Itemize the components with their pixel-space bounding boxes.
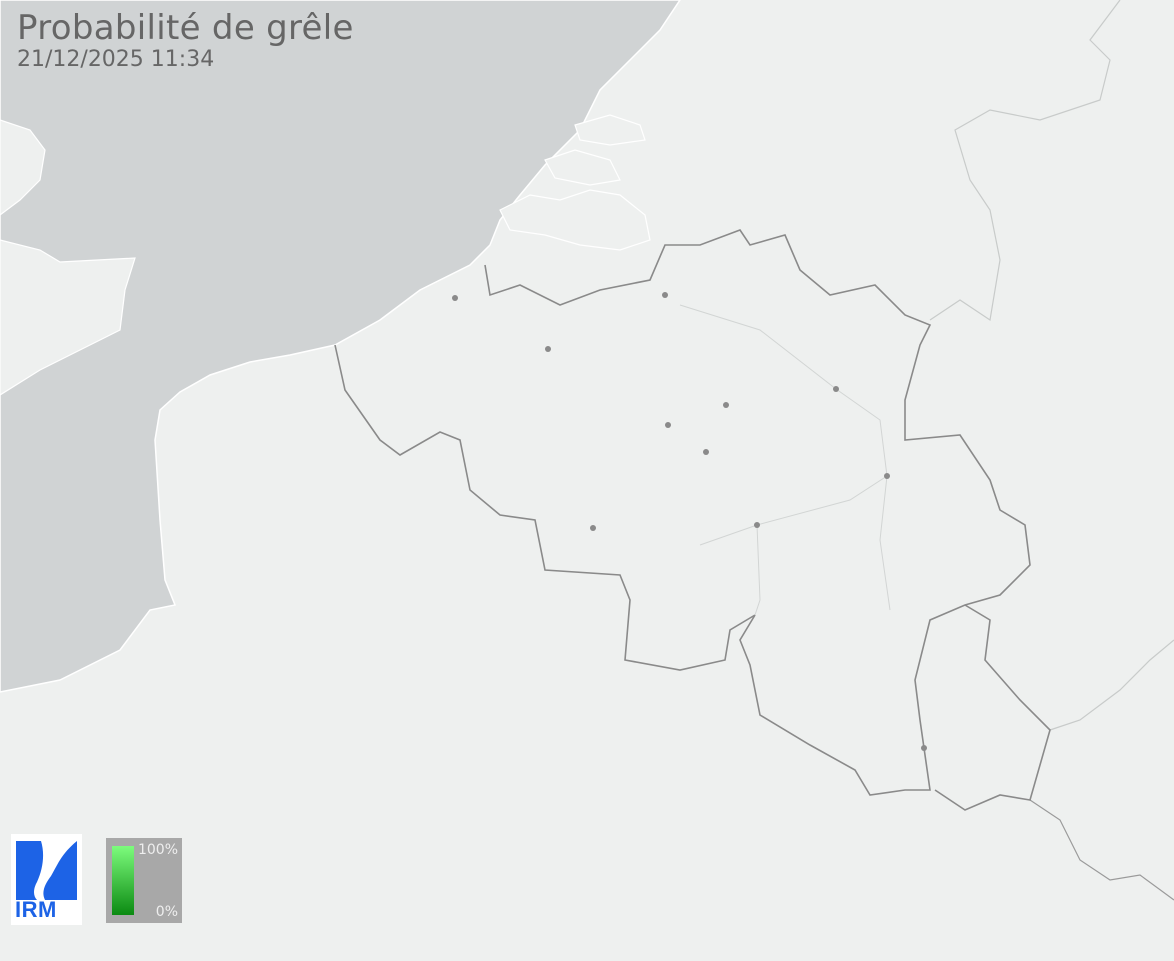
germany-lux-border	[1049, 639, 1174, 731]
irm-logo-text: IRM	[15, 897, 57, 922]
city-marker	[723, 402, 729, 408]
city-marker	[545, 346, 551, 352]
city-markers	[452, 292, 927, 751]
city-marker	[662, 292, 668, 298]
uk-land	[0, 239, 136, 396]
city-marker	[665, 422, 671, 428]
city-marker	[754, 522, 760, 528]
irm-logo-graphic	[16, 841, 77, 900]
france-border-east	[1029, 799, 1174, 901]
probability-legend: 100% 0%	[106, 838, 182, 923]
legend-min-label: 0%	[155, 904, 178, 920]
city-marker	[833, 386, 839, 392]
map-title: Probabilité de grêle	[17, 8, 354, 48]
uk-land-north	[0, 119, 46, 216]
legend-gradient-bar	[112, 846, 134, 915]
irm-logo: IRM	[11, 834, 82, 925]
city-marker	[884, 473, 890, 479]
belgium-border	[334, 229, 1031, 796]
city-marker	[452, 295, 458, 301]
city-marker	[921, 745, 927, 751]
city-marker	[703, 449, 709, 455]
rivers	[679, 304, 891, 616]
sea	[0, 0, 681, 693]
city-marker	[590, 525, 596, 531]
zeeland-islands	[499, 114, 651, 251]
netherlands-border	[929, 0, 1121, 322]
legend-max-label: 100%	[137, 842, 178, 858]
luxembourg-border	[934, 604, 1051, 811]
map-timestamp: 21/12/2025 11:34	[17, 47, 215, 72]
